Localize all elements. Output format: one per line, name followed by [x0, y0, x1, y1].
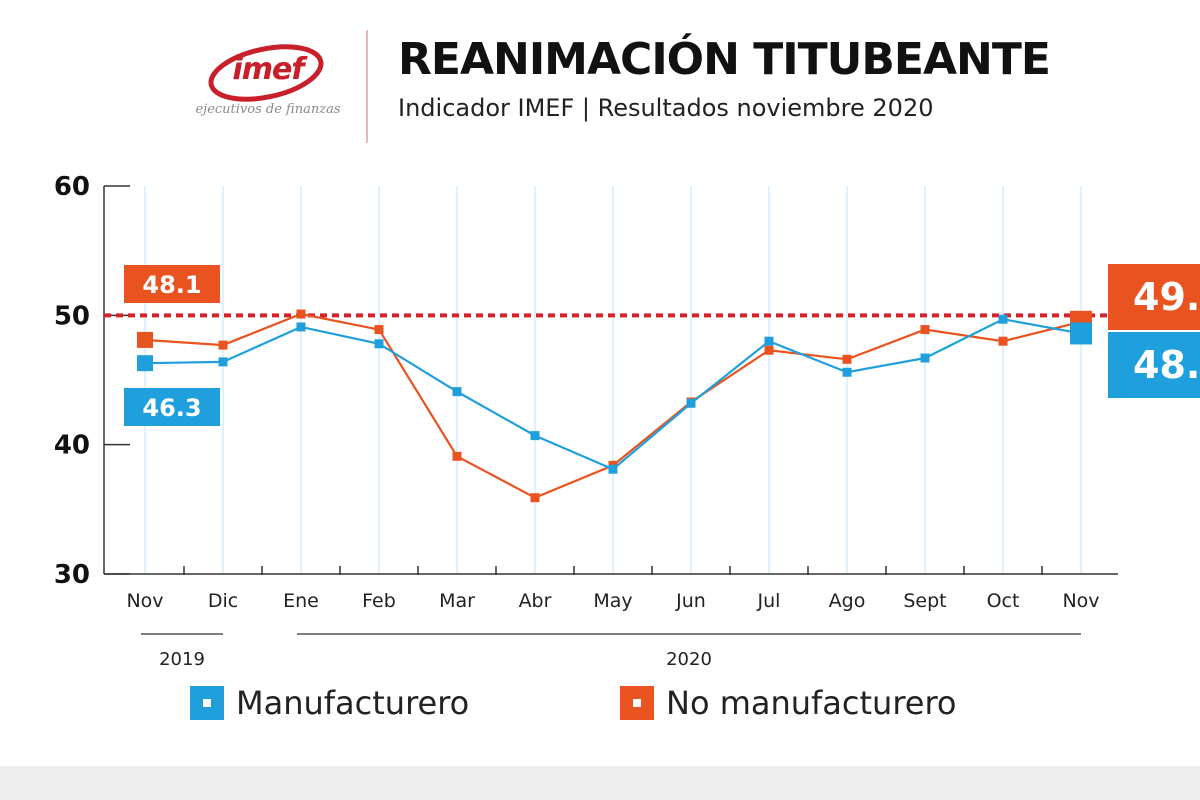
- end-label-box-manufacturero: [1108, 332, 1200, 398]
- x-tick-label: Jul: [757, 590, 781, 612]
- point-manufacturero: [137, 355, 153, 372]
- chart-subtitle: Indicador IMEF | Resultados noviembre 20…: [398, 94, 934, 122]
- x-tick-label: Oct: [987, 590, 1020, 612]
- point-no_manufacturero: [137, 331, 153, 348]
- x-tick-label: Jun: [675, 590, 706, 612]
- imef-logo: imef ejecutivos de finanzas: [188, 38, 348, 128]
- x-tick-label: Nov: [126, 590, 163, 612]
- point-no_manufacturero: [530, 493, 540, 503]
- point-no_manufacturero: [764, 345, 774, 355]
- header-divider: [366, 30, 368, 143]
- x-tick-label: Dic: [208, 590, 238, 612]
- legend-manufacturero: Manufacturero: [190, 684, 469, 722]
- logo-swoosh-icon: [208, 44, 324, 102]
- point-no_manufacturero: [374, 325, 384, 335]
- legend-label-no-manufacturero: No manufacturero: [666, 684, 957, 722]
- year-label: 2020: [666, 649, 712, 670]
- y-tick-label: 60: [54, 172, 90, 202]
- point-no_manufacturero: [920, 325, 930, 335]
- point-manufacturero: [998, 314, 1008, 324]
- start-label-box-manufacturero: [124, 388, 220, 426]
- legend-no-manufacturero: No manufacturero: [620, 684, 957, 722]
- point-manufacturero: [296, 322, 306, 332]
- point-manufacturero: [452, 387, 462, 397]
- point-manufacturero: [608, 464, 618, 474]
- legend-label-manufacturero: Manufacturero: [236, 684, 470, 722]
- x-tick-label: Nov: [1062, 590, 1099, 612]
- axis-layer: 30 40 50 60 Nov Dic Ene Feb Mar Abr May Jun Jul Ago Se…: [54, 172, 1118, 670]
- point-manufacturero: [1070, 322, 1092, 345]
- x-tick-label: May: [593, 590, 632, 612]
- year-label: 2019: [159, 649, 205, 670]
- logo-subtitle: ejecutivos de finanzas: [195, 102, 341, 117]
- point-no_manufacturero: [452, 451, 462, 461]
- point-no_manufacturero: [842, 354, 852, 364]
- point-no_manufacturero: [218, 340, 228, 350]
- label-layer: 48.1 46.3 49.5 48.6: [124, 264, 1200, 426]
- chart-title: REANIMACIÓN TITUBEANTE: [398, 34, 1051, 85]
- x-tick-label: Sept: [903, 590, 946, 612]
- start-label-no-manufacturero: 48.1: [142, 271, 201, 299]
- point-manufacturero: [218, 357, 228, 367]
- end-label-manufacturero: 48.6: [1133, 343, 1200, 387]
- x-tick-label: Ago: [829, 590, 866, 612]
- logo-wordmark: imef: [232, 52, 305, 87]
- y-tick-label: 40: [54, 431, 90, 461]
- legend-swatch-no-manufacturero: [620, 686, 654, 720]
- point-manufacturero: [530, 431, 540, 441]
- series-layer: [137, 309, 1092, 503]
- point-manufacturero: [374, 339, 384, 349]
- legend-swatch-manufacturero: [190, 686, 224, 720]
- x-tick-label: Mar: [439, 590, 475, 612]
- start-label-manufacturero: 46.3: [142, 394, 201, 422]
- point-no_manufacturero: [998, 336, 1008, 346]
- x-tick-label: Abr: [519, 590, 552, 612]
- start-label-box-no-manufacturero: [124, 265, 220, 303]
- grid-layer: [144, 186, 1082, 574]
- point-manufacturero: [920, 353, 930, 363]
- x-tick-label: Ene: [283, 590, 319, 612]
- y-tick-label: 50: [54, 301, 90, 331]
- point-manufacturero: [842, 367, 852, 377]
- point-manufacturero: [764, 336, 774, 346]
- end-label-box-no-manufacturero: [1108, 264, 1200, 330]
- x-tick-label: Feb: [362, 590, 396, 612]
- y-tick-label: 30: [54, 560, 90, 590]
- end-label-no-manufacturero: 49.5: [1133, 275, 1200, 319]
- point-no_manufacturero: [296, 309, 306, 319]
- footer-band: [0, 766, 1200, 800]
- point-manufacturero: [686, 398, 696, 408]
